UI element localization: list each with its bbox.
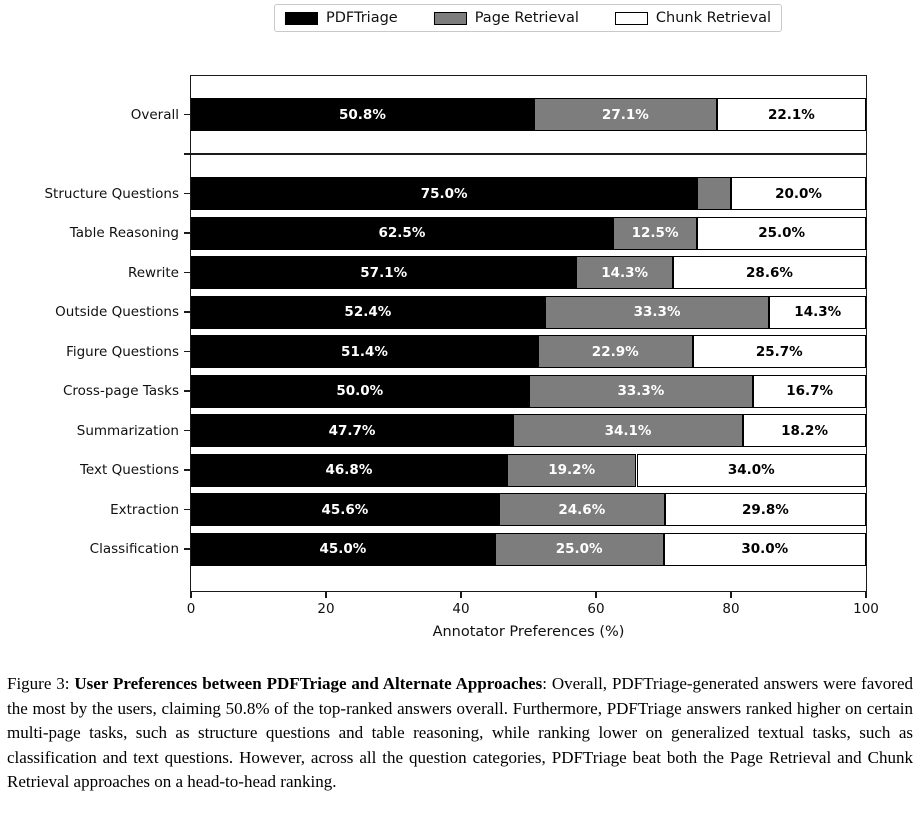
x-tick-label: 100: [853, 601, 879, 617]
legend-label: PDFTriage: [325, 10, 398, 26]
caption-body: : Overall, PDFTriage-generated answers w…: [7, 674, 914, 791]
x-axis-tick: [325, 591, 327, 598]
bar-segment-page-retrieval: 14.3%: [576, 256, 673, 289]
bar-segment-chunk-retrieval: 29.8%: [664, 493, 866, 526]
category-label: Classification: [89, 541, 179, 557]
y-axis-tick: [184, 192, 191, 195]
x-tick-label: 20: [317, 601, 335, 617]
category-label: Extraction: [110, 501, 179, 518]
category-label: Structure Questions: [44, 185, 179, 202]
bar-segment-pdftriage: 52.4%: [191, 295, 545, 329]
legend-swatch-icon: [284, 11, 318, 25]
legend-label: Chunk Retrieval: [655, 10, 772, 26]
bar-segment-page-retrieval: 33.3%: [528, 374, 754, 408]
bar-segment-page-retrieval: 25.0%: [494, 532, 664, 566]
legend-item-page-retrieval: Page Retrieval: [433, 10, 579, 26]
caption-prefix: Figure 3:: [7, 674, 75, 693]
bar-segment-page-retrieval: 33.3%: [544, 295, 770, 329]
figure-caption: Figure 3: User Preferences between PDFTr…: [7, 672, 913, 795]
bar-segment-chunk-retrieval: 20.0%: [731, 177, 866, 210]
bar-segment-pdftriage: 50.8%: [191, 98, 534, 131]
category-label: Rewrite: [127, 264, 179, 281]
y-axis-tick: [184, 429, 191, 432]
bar-segment-chunk-retrieval: 28.6%: [672, 256, 866, 289]
bar-segment-page-retrieval: [697, 177, 731, 210]
category-label: Figure Questions: [66, 343, 179, 360]
legend-label: Page Retrieval: [474, 10, 579, 26]
legend-swatch-icon: [433, 11, 467, 25]
bar-segment-chunk-retrieval: 18.2%: [743, 414, 866, 447]
bar-segment-page-retrieval: 22.9%: [537, 335, 693, 368]
y-axis-tick: [184, 469, 191, 471]
bar-segment-pdftriage: 46.8%: [191, 453, 507, 487]
x-axis-label: Annotator Preferences (%): [432, 624, 625, 640]
bar-segment-page-retrieval: 27.1%: [533, 98, 717, 131]
bar-segment-pdftriage: 50.0%: [191, 374, 529, 408]
legend-item-pdftriage: PDFTriage: [284, 10, 398, 26]
y-axis-tick: [184, 232, 191, 234]
plot-area: Annotator Preferences (%) Overall 50.8% 27…: [44, 75, 879, 640]
x-axis-tick: [730, 591, 732, 598]
bar-segment-pdftriage: 47.7%: [191, 414, 513, 447]
category-label: Table Reasoning: [69, 225, 179, 241]
x-axis-tick: [460, 591, 462, 598]
category-label: Summarization: [76, 422, 179, 439]
bar-segment-pdftriage: 51.4%: [191, 335, 538, 368]
category-label: Text Questions: [79, 462, 179, 478]
overall-separator-line: [191, 153, 866, 155]
category-label: Cross-page Tasks: [62, 383, 179, 399]
x-tick-label: 0: [186, 601, 196, 617]
bar-segment-pdftriage: 57.1%: [191, 256, 577, 289]
caption-title: User Preferences between PDFTriage and A…: [74, 674, 543, 693]
bar-segment-pdftriage: 45.0%: [191, 532, 495, 566]
bar-segment-pdftriage: 45.6%: [191, 493, 499, 526]
y-axis-tick: [184, 508, 191, 511]
bar-segment-chunk-retrieval: 34.0%: [636, 453, 866, 487]
bar-segment-chunk-retrieval: 25.0%: [697, 216, 866, 250]
bar-segment-chunk-retrieval: 30.0%: [663, 532, 866, 566]
bar-segment-chunk-retrieval: 22.1%: [716, 98, 866, 131]
bar-segment-page-retrieval: 24.6%: [498, 493, 665, 526]
x-tick-label: 40: [452, 601, 470, 617]
bar-segment-page-retrieval: 19.2%: [506, 453, 637, 487]
y-axis-tick: [184, 271, 191, 274]
x-axis-tick: [865, 591, 867, 598]
legend-item-chunk-retrieval: Chunk Retrieval: [614, 10, 772, 26]
bar-segment-chunk-retrieval: 14.3%: [769, 295, 866, 329]
y-axis-tick: [184, 113, 191, 116]
y-axis-tick: [184, 350, 191, 353]
y-axis-tick: [184, 390, 191, 392]
bar-segment-page-retrieval: 34.1%: [512, 414, 744, 447]
bar-segment-pdftriage: 75.0%: [191, 177, 698, 210]
bar-segment-chunk-retrieval: 25.7%: [692, 335, 866, 368]
y-axis-tick: [184, 153, 191, 155]
chart-legend: PDFTriage Page Retrieval Chunk Retrieval: [273, 4, 783, 32]
y-axis-tick: [184, 548, 191, 550]
legend-swatch-icon: [614, 11, 648, 25]
x-tick-label: 60: [587, 601, 605, 617]
x-tick-label: 80: [722, 601, 740, 617]
y-axis-tick: [184, 311, 191, 313]
x-axis-tick: [190, 591, 192, 598]
bar-segment-page-retrieval: 12.5%: [612, 216, 698, 250]
category-label: Outside Questions: [55, 304, 179, 320]
bar-segment-chunk-retrieval: 16.7%: [753, 374, 866, 408]
bar-segment-pdftriage: 62.5%: [191, 216, 613, 250]
x-axis-tick: [595, 591, 597, 598]
category-label: Overall: [130, 106, 179, 123]
